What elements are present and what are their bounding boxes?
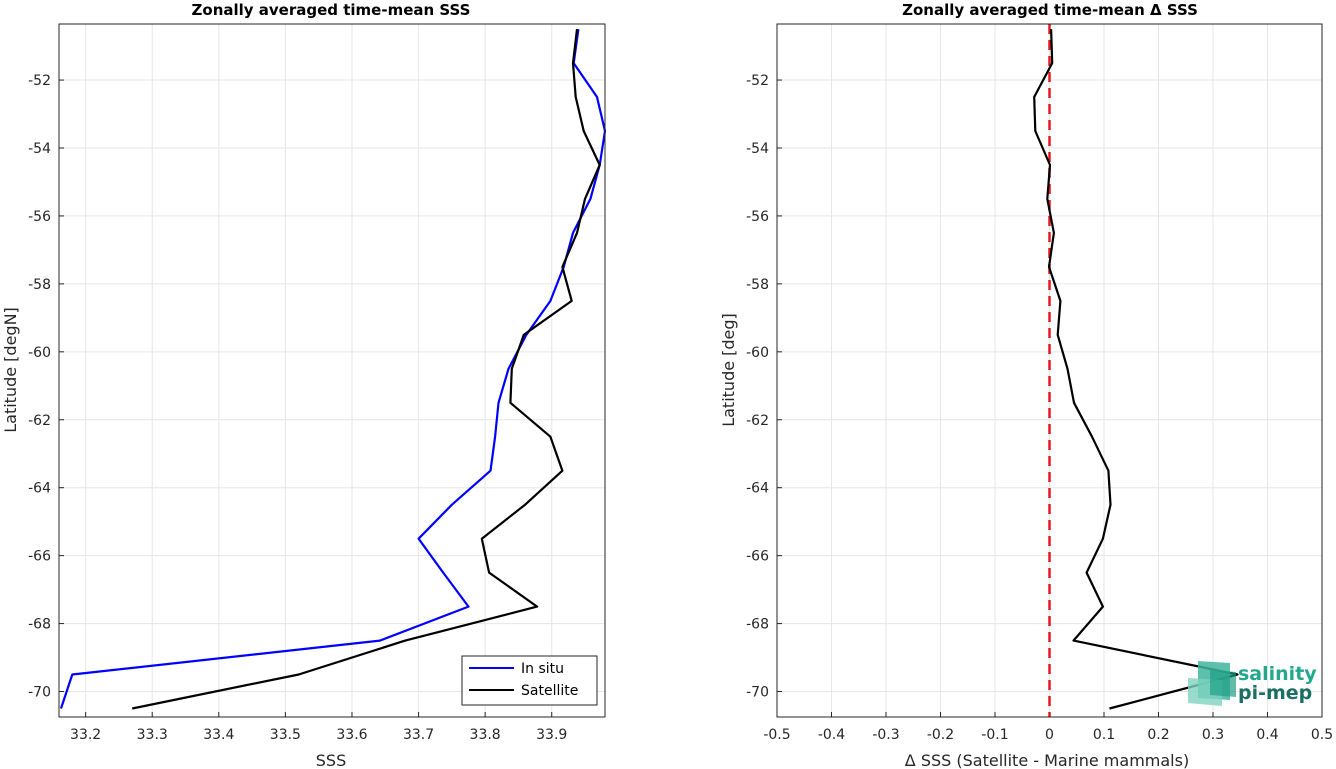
y-tick-label: -52 xyxy=(28,73,51,89)
legend-label-in-situ: In situ xyxy=(521,661,564,677)
y-tick-label: -58 xyxy=(28,277,51,293)
x-tick-label: 33.4 xyxy=(203,727,234,743)
y-tick-label: -52 xyxy=(746,73,769,89)
x-tick-label: 0.1 xyxy=(1093,727,1115,743)
legend-box xyxy=(461,655,598,706)
x-tick-label: 0.3 xyxy=(1202,727,1224,743)
x-axis-label: Δ SSS (Satellite - Marine mammals) xyxy=(905,751,1189,769)
y-tick-labels: -52 -54 -56 -58 -60 -62 -64 -66 -68 -70 xyxy=(28,73,51,700)
x-tick-label: 33.3 xyxy=(137,727,168,743)
x-tick-label: 0 xyxy=(1045,727,1054,743)
y-tick-label: -54 xyxy=(28,141,51,157)
y-axis-label: Latitude [degN] xyxy=(1,307,20,433)
panel-delta-sss: Zonally averaged time-mean Δ SSS -0.5 -0.… xyxy=(719,1,1333,769)
x-tick-labels: -0.5 -0.4 -0.3 -0.2 -0.1 0 0.1 0.2 0.3 0.4 0.5 xyxy=(763,727,1333,743)
salinity-pi-mep-logo: salinity pi-mep xyxy=(1188,661,1317,706)
y-tick-label: -70 xyxy=(28,685,51,701)
y-tick-label: -54 xyxy=(746,141,769,157)
y-tick-label: -66 xyxy=(746,549,769,565)
chart-title: Zonally averaged time-mean Δ SSS xyxy=(902,1,1198,19)
y-tick-label: -62 xyxy=(28,413,51,429)
logo-text-salinity: salinity xyxy=(1238,663,1317,685)
x-tick-label: -0.4 xyxy=(818,727,845,743)
series-line-0 xyxy=(1033,29,1239,710)
x-tick-label: -0.5 xyxy=(763,727,790,743)
y-tick-label: -64 xyxy=(746,481,769,497)
legend: In situ Satellite xyxy=(461,655,598,706)
x-tick-label: -0.3 xyxy=(872,727,899,743)
y-tick-label: -60 xyxy=(746,345,769,361)
x-tick-label: 33.8 xyxy=(470,727,501,743)
series-line-in-situ xyxy=(59,28,607,709)
x-tick-label: 33.7 xyxy=(403,727,434,743)
y-tick-label: -68 xyxy=(746,617,769,633)
x-tick-label: -0.1 xyxy=(981,727,1008,743)
series-group xyxy=(1033,29,1239,710)
panel-sss: Zonally averaged time-mean SSS 33.2 33.3 3… xyxy=(1,1,607,769)
y-tick-label: -70 xyxy=(746,685,769,701)
x-tick-label: 33.9 xyxy=(536,727,567,743)
series-group xyxy=(59,28,607,710)
y-tick-label: -56 xyxy=(28,209,51,225)
x-tick-label: 0.4 xyxy=(1256,727,1278,743)
x-tick-label: 33.5 xyxy=(270,727,301,743)
axes-frame xyxy=(58,23,606,718)
y-tick-label: -56 xyxy=(746,209,769,225)
y-tick-labels: -52 -54 -56 -58 -60 -62 -64 -66 -68 -70 xyxy=(746,73,769,700)
axes-frame xyxy=(776,23,1323,718)
y-tick-label: -64 xyxy=(28,481,51,497)
y-tick-label: -68 xyxy=(28,617,51,633)
x-tick-label: -0.2 xyxy=(927,727,954,743)
y-tick-label: -60 xyxy=(28,345,51,361)
y-tick-label: -62 xyxy=(746,413,769,429)
chart-title: Zonally averaged time-mean SSS xyxy=(192,1,471,19)
y-axis-label: Latitude [deg] xyxy=(719,313,738,427)
logo-mark-mid xyxy=(1210,670,1236,697)
x-tick-label: 0.5 xyxy=(1311,727,1333,743)
x-tick-labels: 33.2 33.3 33.4 33.5 33.6 33.7 33.8 33.9 xyxy=(70,727,567,743)
series-line-satellite xyxy=(131,28,601,710)
x-axis-label: SSS xyxy=(316,751,346,769)
x-tick-label: 33.6 xyxy=(336,727,367,743)
x-tick-label: 33.2 xyxy=(70,727,101,743)
y-tick-label: -58 xyxy=(746,277,769,293)
y-tick-label: -66 xyxy=(28,549,51,565)
legend-label-satellite: Satellite xyxy=(521,683,578,699)
x-tick-label: 0.2 xyxy=(1147,727,1169,743)
logo-text-pi-mep: pi-mep xyxy=(1238,682,1312,704)
grid xyxy=(59,24,605,717)
